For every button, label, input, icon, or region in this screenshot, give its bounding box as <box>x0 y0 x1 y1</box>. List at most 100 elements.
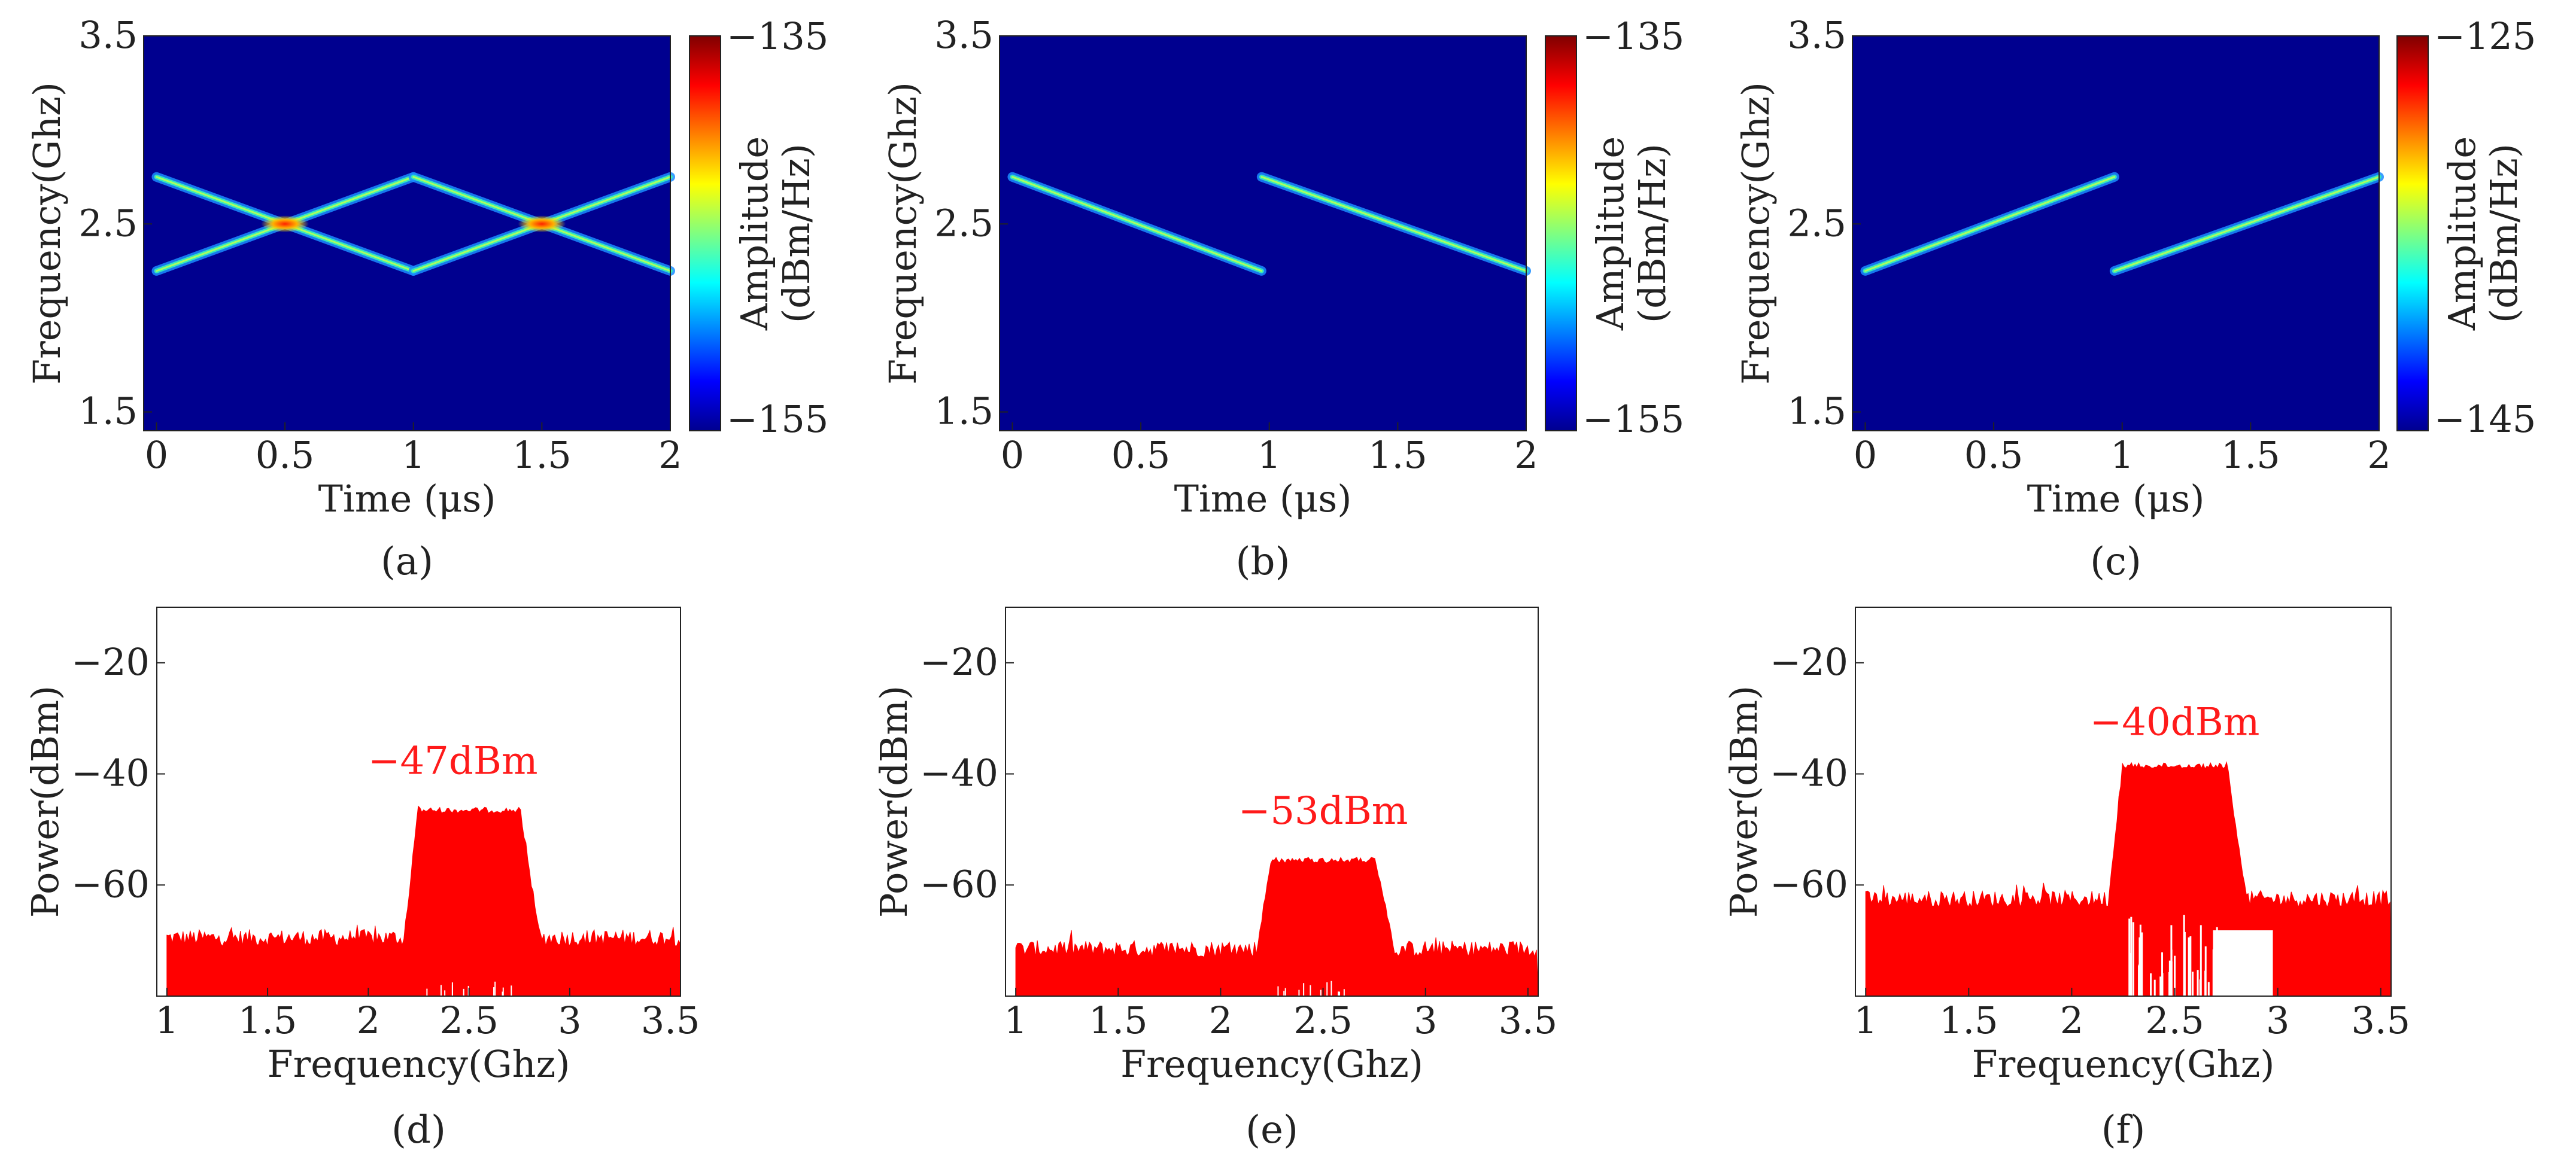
x-tick-label: 1.5 <box>1939 999 1998 1042</box>
colorbar-max-label: −125 <box>2434 14 2536 58</box>
colorbar-max-label: −135 <box>1582 14 1684 58</box>
colorbar-label-line2: (dBm/Hz) <box>1630 144 1674 323</box>
plot-background <box>1852 36 2379 431</box>
y-tick-label: 3.5 <box>1787 13 1846 57</box>
colorbar-label-line1: Amplitude <box>1588 136 1632 331</box>
x-tick-label: 2.5 <box>1293 999 1353 1042</box>
x-tick-label: 1.5 <box>1368 433 1427 477</box>
x-tick-label: 1.5 <box>238 999 297 1042</box>
colorbar-label-line1: Amplitude <box>733 136 776 331</box>
plot-background <box>144 36 670 431</box>
x-tick-label: 0.5 <box>1964 433 2024 477</box>
x-axis-label: Frequency(Ghz) <box>1972 1042 2275 1086</box>
x-axis-label: Time (μs) <box>318 477 496 520</box>
x-tick-label: 2 <box>1514 433 1538 477</box>
colorbar-label-line2: (dBm/Hz) <box>2482 144 2526 323</box>
panel-caption: (b) <box>1236 540 1290 584</box>
colorbar: −135 −155 Amplitude(dBm/Hz) <box>1545 14 1684 441</box>
x-tick-label: 0 <box>1854 433 1877 477</box>
x-tick-label: 2.5 <box>2145 999 2204 1042</box>
plot-background <box>1000 36 1526 431</box>
spectrum-trace <box>166 805 681 997</box>
y-tick-label: −20 <box>71 640 150 684</box>
power-annotation: −40dBm <box>2090 701 2260 745</box>
x-tick-label: 2 <box>357 999 380 1042</box>
x-tick-label: 3.5 <box>641 999 700 1042</box>
x-tick-label: 0.5 <box>1111 433 1171 477</box>
x-tick-label: 1.5 <box>512 433 572 477</box>
plot-frame <box>1005 607 1539 997</box>
x-tick-label: 1 <box>1854 999 1877 1042</box>
x-tick-label: 3 <box>2266 999 2289 1042</box>
x-tick-label: 0 <box>145 433 168 477</box>
colorbar-gradient <box>689 35 721 431</box>
panel-caption: (f) <box>2101 1108 2146 1152</box>
y-tick-label: −60 <box>1770 862 1848 906</box>
y-tick-label: −60 <box>71 862 150 906</box>
y-tick-label: 2.5 <box>1787 201 1846 245</box>
x-tick-label: 0.5 <box>256 433 315 477</box>
y-tick-label: 3.5 <box>934 13 994 57</box>
y-tick-label: −40 <box>1770 751 1848 795</box>
y-tick-label: −40 <box>71 751 150 795</box>
y-tick-label: −20 <box>920 640 998 684</box>
x-tick-label: 1.5 <box>2221 433 2280 477</box>
colorbar-min-label: −155 <box>1582 397 1684 441</box>
power-annotation: −47dBm <box>368 739 538 784</box>
crossing-hotspot-2 <box>518 215 566 233</box>
chirp-trace-1-core <box>1011 176 1263 272</box>
x-tick-label: 2.5 <box>439 999 499 1042</box>
y-tick-label: 1.5 <box>934 389 994 433</box>
spectrogram-panel-a: 0 0.5 1 1.5 2 1.5 2.5 3.5 Time (μs) Frequency(Ghz… <box>25 13 828 584</box>
y-tick-label: −20 <box>1770 640 1848 684</box>
colorbar-min-label: −145 <box>2434 397 2536 441</box>
x-axis-label: Time (μs) <box>1174 477 1352 520</box>
colorbar-label-line1: Amplitude <box>2440 136 2484 331</box>
colorbar-min-label: −155 <box>727 397 828 441</box>
y-tick-label: 1.5 <box>78 389 138 433</box>
y-axis-label: Frequency(Ghz) <box>25 82 69 385</box>
y-tick-label: 3.5 <box>78 13 138 57</box>
plot-frame <box>1855 607 2392 997</box>
crossing-hotspot-1 <box>261 215 309 233</box>
spectrum-gap <box>2213 930 2273 996</box>
colorbar-gradient <box>2396 35 2429 431</box>
y-tick-label: 1.5 <box>1787 389 1846 433</box>
plot-frame <box>156 607 681 997</box>
x-tick-label: 1 <box>1257 433 1281 477</box>
x-tick-label: 3.5 <box>1499 999 1558 1042</box>
x-tick-label: 3 <box>558 999 581 1042</box>
x-tick-label: 3 <box>1414 999 1437 1042</box>
chirp-trace-1-core <box>1864 176 2116 272</box>
colorbar-gradient <box>1545 35 1577 431</box>
x-tick-label: 2 <box>658 433 682 477</box>
x-tick-label: 2 <box>2060 999 2083 1042</box>
chirp-trace-2-core <box>2113 176 2380 272</box>
y-axis-label: Frequency(Ghz) <box>1734 82 1778 385</box>
y-tick-label: −60 <box>920 862 998 906</box>
x-tick-label: 1 <box>1004 999 1027 1042</box>
x-tick-label: 3.5 <box>2351 999 2410 1042</box>
y-tick-label: −40 <box>920 751 998 795</box>
spectrum-trace <box>1015 856 1539 997</box>
x-tick-label: 1 <box>402 433 425 477</box>
power-annotation: −53dBm <box>1238 789 1408 833</box>
x-tick-label: 1 <box>2110 433 2134 477</box>
x-tick-label: 2 <box>1209 999 1232 1042</box>
plot-frame <box>1852 35 2380 431</box>
panel-caption: (a) <box>381 540 433 584</box>
x-tick-label: 2 <box>2367 433 2390 477</box>
y-tick-label: 2.5 <box>78 201 138 245</box>
plot-frame <box>999 35 1527 431</box>
spectrum-panel-f: 1 1.5 2 2.5 3 3.5 −20 −40 −60 −40dBm Frequency(Ghz… <box>1722 607 2410 1152</box>
colorbar-label-line2: (dBm/Hz) <box>774 144 818 323</box>
x-axis-label: Frequency(Ghz) <box>268 1042 570 1086</box>
colorbar: −135 −155 Amplitude(dBm/Hz) <box>689 14 828 441</box>
y-axis-label: Power(dBm) <box>1722 686 1766 918</box>
spectrum-panel-d: 1 1.5 2 2.5 3 3.5 −20 −40 −60 −47dBm Frequency(Ghz… <box>23 607 700 1152</box>
colorbar-max-label: −135 <box>727 14 828 58</box>
y-tick-label: 2.5 <box>934 201 994 245</box>
spectrogram-panel-b: 0 0.5 1 1.5 2 1.5 2.5 3.5 Time (μs) Frequency(Ghz… <box>881 13 1684 584</box>
x-axis-label: Frequency(Ghz) <box>1120 1042 1423 1086</box>
